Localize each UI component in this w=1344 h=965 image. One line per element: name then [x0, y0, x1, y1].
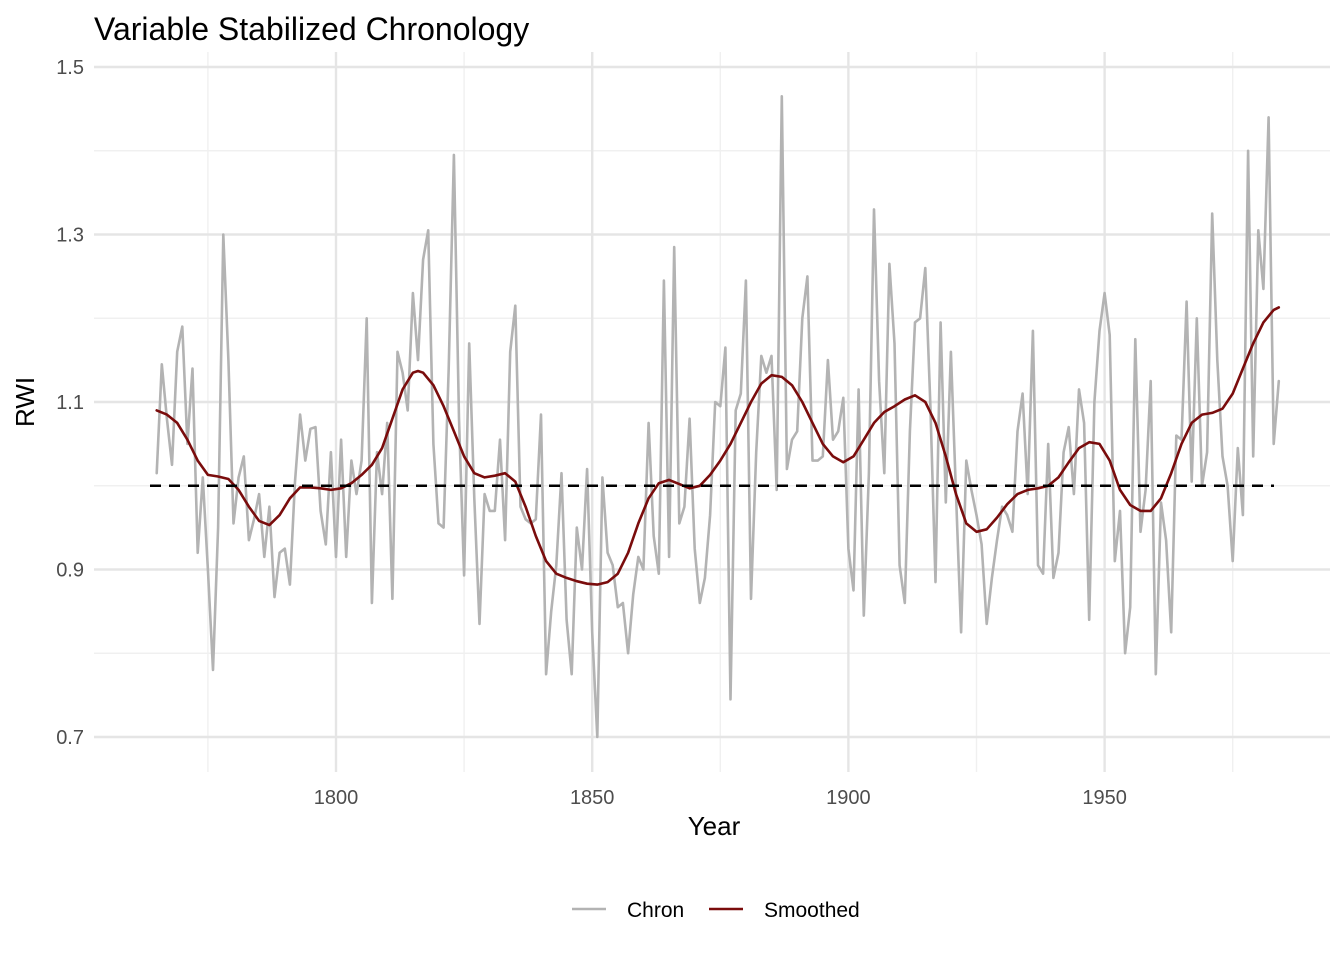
chart-title: Variable Stabilized Chronology — [94, 11, 529, 47]
minor-grid — [94, 52, 1330, 772]
x-tick-label: 1850 — [570, 787, 615, 809]
chron-series-line — [155, 95, 1281, 739]
y-tick-label: 1.3 — [56, 225, 84, 247]
y-tick-label: 1.5 — [56, 57, 84, 79]
x-tick-label: 1800 — [314, 787, 359, 809]
series-layer — [155, 95, 1281, 739]
legend-label-chron: Chron — [627, 899, 684, 922]
legend-label-smoothed: Smoothed — [764, 899, 860, 922]
x-tick-label: 1900 — [826, 787, 871, 809]
y-tick-label: 1.1 — [56, 392, 84, 414]
y-tick-labels: 0.7 0.9 1.1 1.3 1.5 — [56, 57, 84, 749]
y-axis-title: RWI — [10, 377, 40, 427]
y-tick-label: 0.7 — [56, 727, 84, 749]
x-axis-title: Year — [688, 811, 741, 841]
x-tick-labels: 1800 1850 1900 1950 — [314, 787, 1127, 809]
x-tick-label: 1950 — [1082, 787, 1127, 809]
major-grid — [94, 52, 1330, 772]
y-tick-label: 0.9 — [56, 560, 84, 582]
legend: Chron Smoothed — [572, 899, 860, 922]
